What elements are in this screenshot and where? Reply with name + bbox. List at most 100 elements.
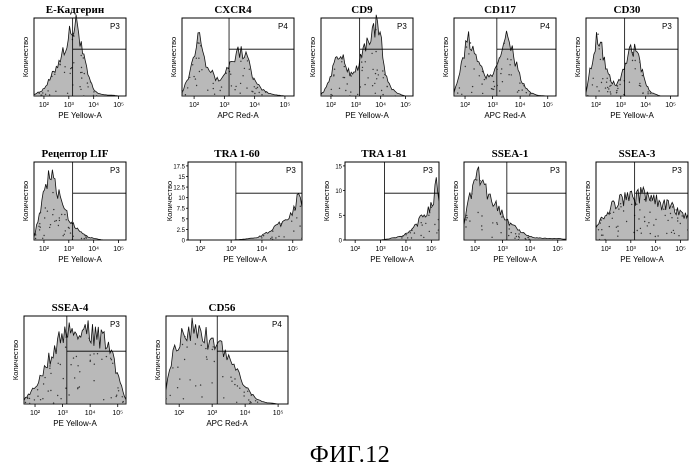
stipple-dot [59,217,60,218]
stipple-dot [198,58,199,59]
x-tick-label: 10³ [64,102,75,109]
stipple-dot [401,237,402,238]
x-tick-label: 10⁵ [280,102,291,109]
stipple-dot [76,356,77,357]
stipple-dot [666,233,667,234]
stipple-dot [601,229,602,230]
stipple-dot [500,232,501,233]
stipple-dot [55,91,56,92]
stipple-dot [414,232,415,233]
stipple-dot [207,90,208,91]
stipple-dot [618,230,619,231]
stipple-dot [381,90,382,91]
stipple-dot [602,78,603,79]
stipple-dot [407,237,408,238]
stipple-dot [265,92,266,93]
stipple-dot [501,68,502,69]
stipple-dot [65,347,66,348]
x-tick-label: 10³ [626,246,637,253]
stipple-dot [122,396,123,397]
stipple-dot [166,398,167,399]
stipple-dot [507,58,508,59]
stipple-dot [425,216,426,217]
stipple-dot [638,218,639,219]
stipple-dot [59,220,60,221]
stipple-dot [653,224,654,225]
stipple-dot [357,94,358,95]
x-tick-label: 10⁴ [375,102,386,109]
x-tick-label: 10² [174,410,185,417]
stipple-dot [511,232,512,233]
stipple-dot [198,43,199,44]
x-tick-label: 10⁴ [88,102,99,109]
stipple-dot [599,48,600,49]
stipple-dot [347,83,348,84]
y-tick-label: 0 [339,239,343,245]
stipple-dot [29,403,30,404]
stipple-dot [70,73,71,74]
stipple-dot [250,401,251,402]
stipple-dot [45,94,46,95]
stipple-dot [667,220,668,221]
stipple-dot [101,359,102,360]
stipple-dot [223,397,224,398]
stipple-dot [56,220,57,221]
stipple-dot [246,387,247,388]
stipple-dot [491,237,492,238]
histogram-svg: P310²10³10⁴10⁵PE Yellow-AКоличество [307,4,417,124]
gate-label: P3 [110,320,120,329]
stipple-dot [367,77,368,78]
stipple-dot [201,345,202,346]
stipple-dot [270,238,271,239]
stipple-dot [247,391,248,392]
stipple-dot [116,396,117,397]
y-axis-label: Количество [21,181,30,221]
stipple-dot [255,400,256,401]
stipple-dot [244,392,245,393]
stipple-dot [606,82,607,83]
stipple-dot [192,64,193,65]
stipple-dot [330,94,331,95]
stipple-dot [34,399,35,400]
x-tick-label: 10⁴ [88,246,99,253]
x-tick-label: 10⁴ [650,246,661,253]
y-axis-label: Количество [583,181,592,221]
stipple-dot [623,210,624,211]
stipple-dot [54,74,55,75]
stipple-dot [195,78,196,79]
stipple-dot [378,74,379,75]
gate-label: P3 [672,166,682,175]
stipple-dot [626,221,627,222]
stipple-dot [226,73,227,74]
stipple-dot [259,92,260,93]
stipple-dot [402,236,403,237]
x-tick-label: 10² [591,102,602,109]
gate-label: P3 [550,166,560,175]
stipple-dot [48,390,49,391]
stipple-dot [472,86,473,87]
stipple-dot [469,220,470,221]
gate-label: P3 [110,166,120,175]
stipple-dot [261,237,262,238]
histogram-area [345,177,439,240]
x-tick-label: 10³ [351,102,362,109]
x-axis-label: PE Yellow-A [58,255,102,264]
y-tick-label: 10 [178,196,185,202]
stipple-dot [261,94,262,95]
stipple-dot [496,222,497,223]
stipple-dot [384,74,385,75]
stipple-dot [58,363,59,364]
stipple-dot [230,74,231,75]
stipple-dot [610,80,611,81]
stipple-dot [87,82,88,83]
gate-label: P3 [110,22,120,31]
stipple-dot [647,225,648,226]
stipple-dot [518,233,519,234]
y-axis-label: Количество [165,181,174,221]
stipple-dot [47,211,48,212]
stipple-dot [518,236,519,237]
stipple-dot [275,237,276,238]
stipple-dot [213,83,214,84]
stipple-dot [509,228,510,229]
gate-label: P4 [540,22,550,31]
